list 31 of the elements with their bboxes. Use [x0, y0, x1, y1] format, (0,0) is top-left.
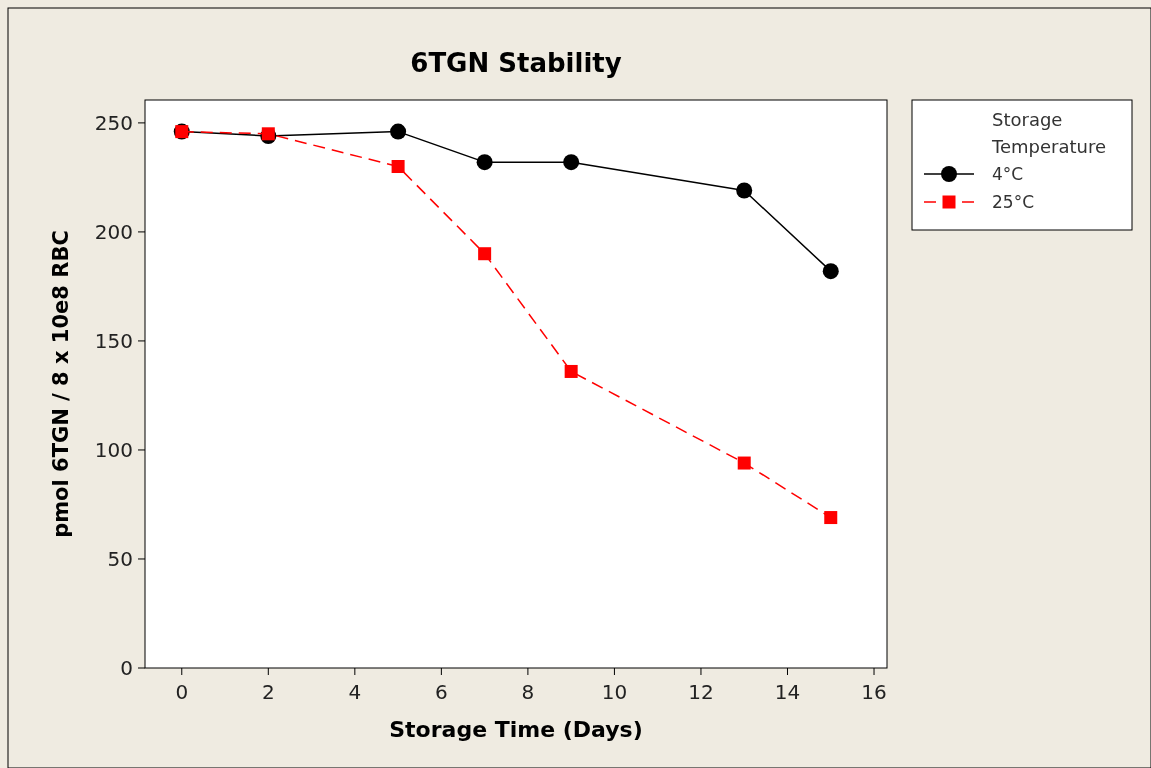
- y-tick-label: 50: [107, 546, 133, 571]
- y-tick-label: 150: [94, 328, 133, 353]
- point: [736, 182, 753, 199]
- x-axis-title: Storage Time (Days): [389, 717, 643, 742]
- x-tick-label: 2: [261, 680, 275, 704]
- point: [822, 263, 839, 280]
- x-tick-label: 16: [861, 680, 887, 704]
- x-tick-label: 4: [348, 680, 362, 704]
- y-tick-label: 250: [94, 110, 133, 135]
- legend-label: 4°C: [992, 163, 1024, 184]
- point: [564, 364, 578, 378]
- legend-label: 25°C: [992, 191, 1035, 212]
- point: [391, 160, 405, 173]
- point: [478, 247, 492, 261]
- x-tick-label: 12: [688, 680, 714, 704]
- chart-title: 6TGN Stability: [410, 48, 622, 78]
- x-tick-label: 14: [774, 680, 801, 704]
- point: [824, 511, 838, 525]
- x-tick-label: 10: [601, 680, 628, 704]
- point: [563, 154, 580, 171]
- x-tick-label: 0: [175, 680, 189, 704]
- point: [737, 456, 751, 470]
- x-tick-label: 8: [521, 680, 535, 704]
- y-axis-title: pmol 6TGN / 8 x 10e8 RBC: [49, 230, 73, 538]
- legend-title: Storage Temperature: [991, 109, 1107, 157]
- point: [476, 154, 493, 171]
- point: [390, 123, 407, 140]
- y-tick-label: 100: [94, 437, 133, 462]
- y-tick-label: 0: [120, 656, 133, 680]
- y-tick-label: 200: [94, 219, 133, 244]
- x-tick-label: 6: [435, 680, 448, 704]
